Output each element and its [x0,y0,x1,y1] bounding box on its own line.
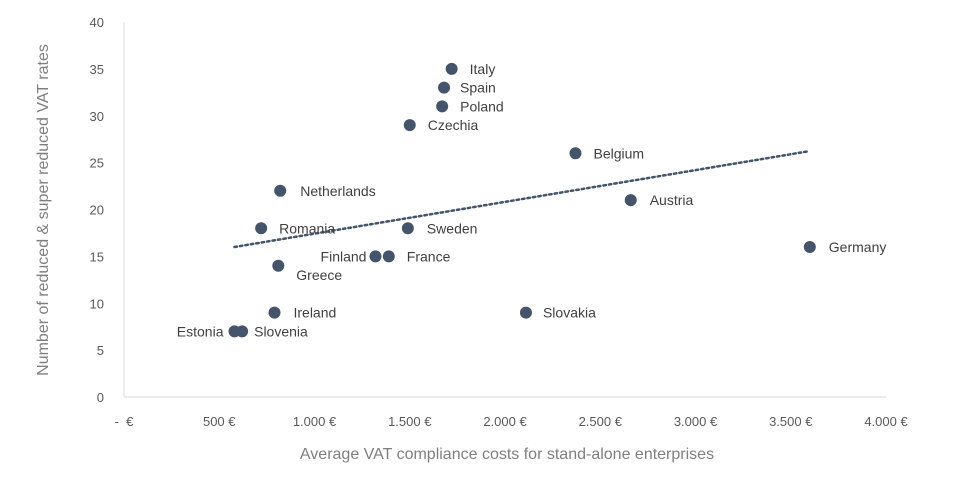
x-tick-label: 500 € [203,414,236,429]
y-tick-label: 25 [90,156,104,171]
data-point-sweden [401,222,414,235]
data-point-germany [803,241,816,253]
points-layer [228,62,816,338]
trendline [233,150,810,249]
point-label-poland: Poland [460,98,504,114]
trendline-layer [233,150,810,249]
point-label-slovakia: Slovakia [543,305,596,321]
point-label-estonia: Estonia [177,323,224,339]
y-tick-label: 20 [90,203,104,218]
y-tick-label: 0 [97,390,104,405]
y-tick-label: 10 [90,296,104,311]
data-point-austria [624,194,637,207]
data-point-slovakia [519,306,532,319]
point-label-italy: Italy [470,61,496,77]
point-label-spain: Spain [460,80,496,96]
x-tick-label: 3.500 € [769,414,813,429]
data-point-finland [369,250,382,263]
data-point-poland [436,100,449,113]
point-label-czechia: Czechia [428,117,479,133]
data-point-spain [438,81,451,94]
point-label-belgium: Belgium [593,145,644,161]
x-tick-label: 2.500 € [579,414,623,429]
point-label-ireland: Ireland [293,305,336,321]
point-label-germany: Germany [829,239,887,255]
x-tick-label: 1.500 € [388,414,432,429]
data-point-romania [255,222,268,235]
point-label-greece: Greece [296,267,342,283]
point-labels-layer: Italy Spain Poland Czechia Belgium Netherland… [177,61,887,340]
data-point-italy [445,62,458,75]
axes: 0 5 10 15 20 25 30 35 40 - € 500 € 1.000 € 1.500 € 2.… [90,15,909,429]
x-tick-label: 1.000 € [293,414,337,429]
data-point-czechia [403,119,416,132]
y-axis-title: Number of reduced & super reduced VAT ra… [35,44,52,376]
x-axis-title: Average VAT compliance costs for stand-a… [300,446,714,463]
point-label-france: France [407,248,451,264]
y-tick-label: 5 [97,343,104,358]
point-label-romania: Romania [279,220,335,236]
point-label-austria: Austria [650,192,694,208]
x-tick-label: - € [115,414,135,429]
data-point-belgium [569,147,582,160]
x-tick-label: 2.000 € [483,414,527,429]
point-label-slovenia: Slovenia [254,323,308,339]
data-point-ireland [268,306,281,319]
y-tick-label: 35 [90,62,104,77]
x-tick-label: 3.000 € [674,414,718,429]
data-point-netherlands [274,184,287,197]
y-tick-label: 40 [90,15,104,30]
point-label-netherlands: Netherlands [300,183,376,199]
data-point-france [382,250,395,263]
y-tick-label: 15 [90,249,104,264]
y-tick-label: 30 [90,109,104,124]
point-label-sweden: Sweden [427,220,478,236]
data-point-slovenia [236,325,249,338]
x-tick-label: 4.000 € [864,414,908,429]
data-point-greece [272,259,285,272]
point-label-finland: Finland [321,248,367,264]
